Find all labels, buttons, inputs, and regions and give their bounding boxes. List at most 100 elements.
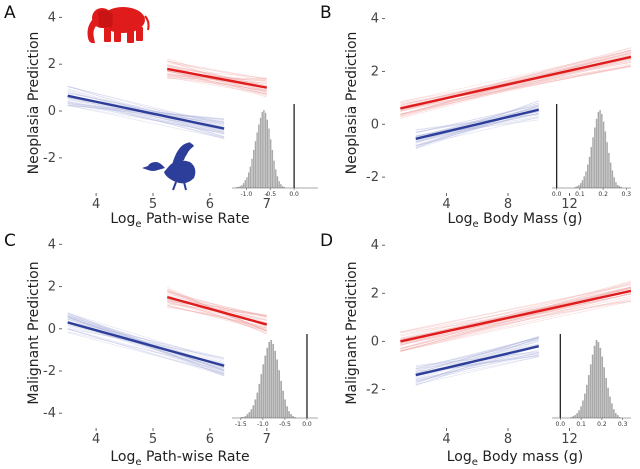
posterior-sample-line-large	[167, 303, 267, 316]
posterior-sample-line-small	[67, 317, 225, 375]
histogram-bar	[268, 128, 270, 188]
posterior-sample-line-small	[415, 117, 539, 140]
posterior-sample-line-small	[415, 337, 539, 369]
histogram-bar	[611, 403, 613, 418]
histogram-bar	[236, 187, 238, 188]
coefficient-histogram-c: -1.5 -1.0 -0.5 0.0	[232, 334, 318, 428]
y-tick-label: 0	[371, 117, 379, 132]
inset-x-tick-label: 0.1	[576, 421, 586, 428]
histogram-bar	[578, 410, 580, 418]
histogram-bar	[270, 340, 273, 418]
histogram-bar	[572, 416, 575, 418]
posterior-sample-line-small	[415, 113, 539, 131]
histogram-bar	[249, 166, 252, 188]
posterior-sample-line-small	[415, 339, 539, 372]
histogram-bar	[247, 172, 250, 188]
fit-line-large-a	[167, 67, 268, 89]
posterior-sample-line-small	[415, 350, 539, 367]
histogram-bar	[606, 142, 608, 188]
posterior-sample-line-large	[167, 304, 267, 332]
fit-line-large-d	[400, 289, 631, 343]
posterior-sample-line-large	[400, 295, 631, 349]
posterior-sample-line-large	[167, 65, 267, 85]
histogram-bar	[590, 147, 593, 188]
posterior-sample-line-large	[167, 295, 267, 319]
inset-x-tick-label: 0.2	[598, 191, 608, 198]
posterior-sample-line-large	[167, 300, 267, 317]
posterior-sample-line-small	[67, 97, 225, 133]
y-tick-label: 4	[48, 10, 56, 25]
posterior-sample-line-small	[67, 318, 225, 374]
histogram-bar	[268, 341, 271, 418]
posterior-sample-line-small	[67, 92, 225, 126]
histogram-bar	[595, 340, 598, 418]
posterior-sample-line-large	[167, 68, 267, 79]
posterior-sample-line-large	[400, 59, 631, 116]
inset-x-tick-label: -1.0	[257, 421, 269, 428]
posterior-sample-line-large	[167, 76, 267, 95]
posterior-sample-line-large	[167, 299, 267, 331]
axes-b: -2 0 2 4 4 8 12	[366, 12, 578, 212]
posterior-sample-line-large	[167, 290, 267, 322]
histogram-bar	[256, 132, 258, 188]
inset-x-tick-label: 0.0	[302, 421, 312, 428]
posterior-sample-line-small	[415, 104, 539, 133]
histogram-bar	[578, 185, 580, 188]
posterior-sample-line-large	[400, 286, 631, 336]
posterior-sample-line-small	[415, 336, 539, 374]
posterior-sample-line-small	[67, 314, 225, 371]
histogram-bar	[607, 387, 609, 418]
posterior-sample-line-large	[167, 72, 267, 93]
fit-line-small-c	[67, 321, 225, 367]
histogram-bar	[584, 393, 586, 418]
histogram-bar	[282, 390, 284, 418]
inset-x-tick-label: 0.1	[575, 191, 585, 198]
panel-c: C Malignant Prediction Loge Path-wise Ra…	[4, 231, 318, 468]
posterior-sample-line-small	[415, 336, 539, 374]
posterior-sample-line-small	[67, 104, 225, 124]
posterior-sample-line-large	[167, 291, 267, 324]
histogram-bar	[258, 383, 261, 418]
panel-letter-a: A	[4, 3, 16, 23]
coefficient-histogram-b: 0.0 0.1 0.2 0.3	[552, 104, 631, 198]
posterior-sample-line-large	[400, 287, 631, 352]
histogram-bar	[275, 169, 277, 188]
inset-x-tick-label: -1.5	[235, 421, 247, 428]
y-tick-label: 4	[48, 237, 56, 252]
regression-lines-a	[67, 58, 268, 140]
histogram-bar	[589, 364, 592, 418]
posterior-sample-line-large	[167, 70, 267, 95]
posterior-sample-line-large	[400, 284, 631, 333]
histogram-bar	[278, 370, 280, 418]
posterior-sample-line-large	[400, 66, 631, 110]
posterior-sample-line-large	[400, 64, 631, 115]
fit-line-large-b	[400, 55, 631, 110]
histogram-bar	[599, 347, 602, 418]
histogram-bar	[283, 187, 285, 188]
posterior-sample-line-small	[415, 104, 539, 138]
posterior-sample-line-large	[400, 50, 631, 108]
posterior-sample-line-large	[167, 65, 267, 86]
inset-x-tick-label: 0.3	[618, 421, 628, 428]
posterior-sample-line-large	[400, 50, 631, 103]
fit-line-small-b	[415, 108, 540, 140]
histogram-bar	[613, 177, 615, 188]
posterior-sample-line-large	[400, 286, 631, 341]
posterior-sample-line-small	[415, 356, 539, 382]
posterior-sample-line-large	[167, 60, 267, 80]
x-tick-label: 8	[504, 197, 512, 212]
histogram-bar	[273, 160, 275, 188]
posterior-sample-line-small	[415, 340, 539, 386]
inset-x-tick-label: 0.2	[597, 421, 607, 428]
y-tick-label: 4	[371, 12, 379, 27]
panel-letter-c: C	[4, 231, 16, 251]
inset-x-tick-label: -0.5	[264, 191, 276, 198]
posterior-sample-line-large	[167, 62, 267, 80]
histogram-bar	[263, 110, 265, 188]
posterior-sample-line-large	[167, 306, 267, 328]
posterior-sample-line-small	[415, 346, 539, 383]
histogram-bar	[259, 117, 262, 188]
inset-x-tick-label: 0.0	[556, 421, 566, 428]
histogram-bar	[574, 415, 577, 418]
posterior-sample-line-large	[400, 293, 631, 353]
